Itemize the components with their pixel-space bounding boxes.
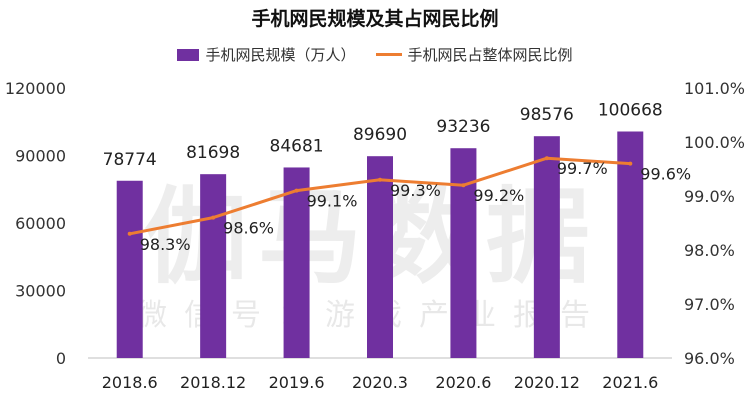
y-left-tick-label: 30000 [15,282,66,301]
x-tick-label: 2020.6 [435,373,491,392]
ratio-value-label: 98.6% [223,219,274,238]
legend-label-bar: 手机网民规模（万人） [205,46,356,64]
x-tick-label: 2019.6 [269,373,325,392]
bar-value-label: 89690 [353,125,407,145]
bar [450,148,477,358]
ratio-point [127,231,132,236]
bar [116,180,143,358]
ratio-value-label: 99.1% [307,192,358,211]
y-left-tick-label: 60000 [15,214,66,233]
bar-value-label: 100668 [598,100,663,120]
bar [367,156,393,358]
y-right-tick-label: 97.0% [684,295,735,314]
legend-item-bar: 手机网民规模（万人） [177,44,356,65]
ratio-point [461,183,466,188]
x-tick-label: 2020.12 [514,373,580,392]
x-tick-label: 2018.12 [180,373,246,392]
y-right-tick-label: 100.0% [684,133,745,152]
chart-legend: 手机网民规模（万人） 手机网民占整体网民比例 [0,44,750,65]
ratio-point [294,188,299,193]
ratio-point [544,156,549,161]
ratio-point [378,177,382,182]
y-right-tick-label: 98.0% [684,241,735,260]
bar-value-label: 93236 [436,117,490,137]
y-left-tick-label: 0 [56,349,66,368]
bar-value-label: 81698 [186,143,240,163]
ratio-point [211,215,216,220]
bar [617,131,644,358]
x-tick-label: 2020.3 [352,373,408,392]
legend-label-line: 手机网民占整体网民比例 [407,46,573,64]
bar [533,136,560,358]
y-right-tick-label: 96.0% [684,349,735,368]
y-right-tick-label: 101.0% [684,79,745,98]
bar-value-label: 78774 [103,150,157,170]
x-tick-label: 2021.6 [602,373,658,392]
legend-swatch-line [375,53,402,56]
ratio-value-label: 99.3% [390,181,441,200]
legend-swatch-bar [177,48,200,61]
legend-item-line: 手机网民占整体网民比例 [375,44,573,65]
ratio-value-label: 98.3% [140,235,191,254]
y-right-tick-label: 99.0% [684,187,735,206]
x-tick-label: 2018.6 [102,373,158,392]
y-left-tick-label: 120000 [5,79,66,98]
bar [283,167,310,358]
ratio-value-label: 99.7% [557,159,608,178]
chart-title: 手机网民规模及其占网民比例 [251,8,499,30]
bar-value-label: 98576 [520,105,574,125]
ratio-value-label: 99.2% [473,186,524,205]
ratio-point [628,161,633,166]
bar [200,174,227,358]
y-left-tick-label: 90000 [15,147,66,166]
ratio-value-label: 99.6% [640,165,691,184]
bar-value-label: 84681 [270,136,324,156]
